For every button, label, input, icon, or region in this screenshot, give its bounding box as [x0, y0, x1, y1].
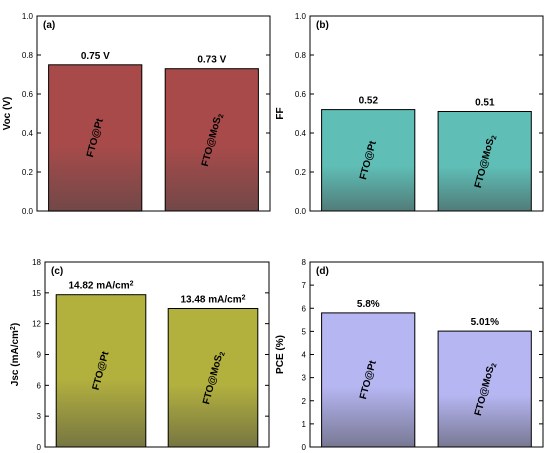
- panel-label: (d): [316, 266, 329, 277]
- y-tick-label: 8: [302, 258, 307, 267]
- data-label: 5.8%: [357, 299, 380, 310]
- data-label: 13.48 mA/cm2: [180, 294, 245, 306]
- data-label: 5.01%: [471, 317, 499, 328]
- y-tick-label: 0.0: [295, 207, 307, 216]
- panel-b: 0.52FTO@Pt0.51FTO@MoS20.00.20.40.60.81.0…: [275, 12, 544, 216]
- bar-FTO@MoS2: [437, 111, 532, 212]
- bar-FTO@Pt: [48, 64, 143, 212]
- y-tick-label: 0.8: [22, 51, 34, 60]
- y-tick-label: 9: [37, 351, 42, 360]
- y-tick-label: 1: [302, 420, 307, 429]
- y-axis-label: FF: [275, 107, 286, 119]
- y-tick-label: 3: [302, 374, 307, 383]
- y-tick-label: 18: [32, 258, 41, 267]
- bar-FTO@Pt: [321, 312, 416, 448]
- y-tick-label: 15: [32, 289, 41, 298]
- panel-label: (c): [51, 266, 63, 277]
- y-tick-label: 0.0: [22, 207, 34, 216]
- plot-frame: [36, 15, 271, 212]
- data-label: 0.75 V: [81, 51, 110, 62]
- y-tick-label: 1.0: [22, 12, 34, 21]
- data-label: 14.82 mA/cm2: [68, 280, 133, 292]
- bar-FTO@MoS2: [167, 308, 259, 448]
- data-label: 0.52: [359, 96, 379, 107]
- y-axis-label: PCE (%): [275, 335, 286, 374]
- y-tick-label: 6: [302, 304, 307, 313]
- data-label: 0.73 V: [197, 55, 226, 66]
- bar-FTO@MoS2: [437, 330, 532, 448]
- y-tick-label: 0.6: [22, 90, 34, 99]
- y-tick-label: 0.2: [295, 168, 307, 177]
- y-tick-label: 5: [302, 327, 307, 336]
- y-tick-label: 6: [37, 381, 42, 390]
- y-tick-label: 0: [37, 443, 42, 452]
- data-label: 0.51: [475, 98, 495, 109]
- y-axis-label: Voc (V): [2, 97, 13, 131]
- y-tick-label: 4: [302, 351, 307, 360]
- y-tick-label: 7: [302, 281, 307, 290]
- y-axis-label: Jsc (mA/cm2): [10, 323, 22, 386]
- bar-FTO@Pt: [55, 294, 147, 448]
- y-tick-label: 1.0: [295, 12, 307, 21]
- y-tick-label: 0.8: [295, 51, 307, 60]
- plot-frame: [309, 15, 544, 212]
- y-tick-label: 12: [32, 320, 41, 329]
- y-tick-label: 2: [302, 397, 307, 406]
- y-tick-label: 0: [302, 443, 307, 452]
- y-tick-label: 0.4: [22, 129, 34, 138]
- panel-label: (b): [316, 20, 329, 31]
- bar-FTO@Pt: [321, 109, 416, 212]
- y-tick-label: 3: [37, 412, 42, 421]
- y-tick-label: 0.6: [295, 90, 307, 99]
- panel-label: (a): [43, 20, 55, 31]
- y-tick-label: 0.4: [295, 129, 307, 138]
- y-tick-label: 0.2: [22, 168, 34, 177]
